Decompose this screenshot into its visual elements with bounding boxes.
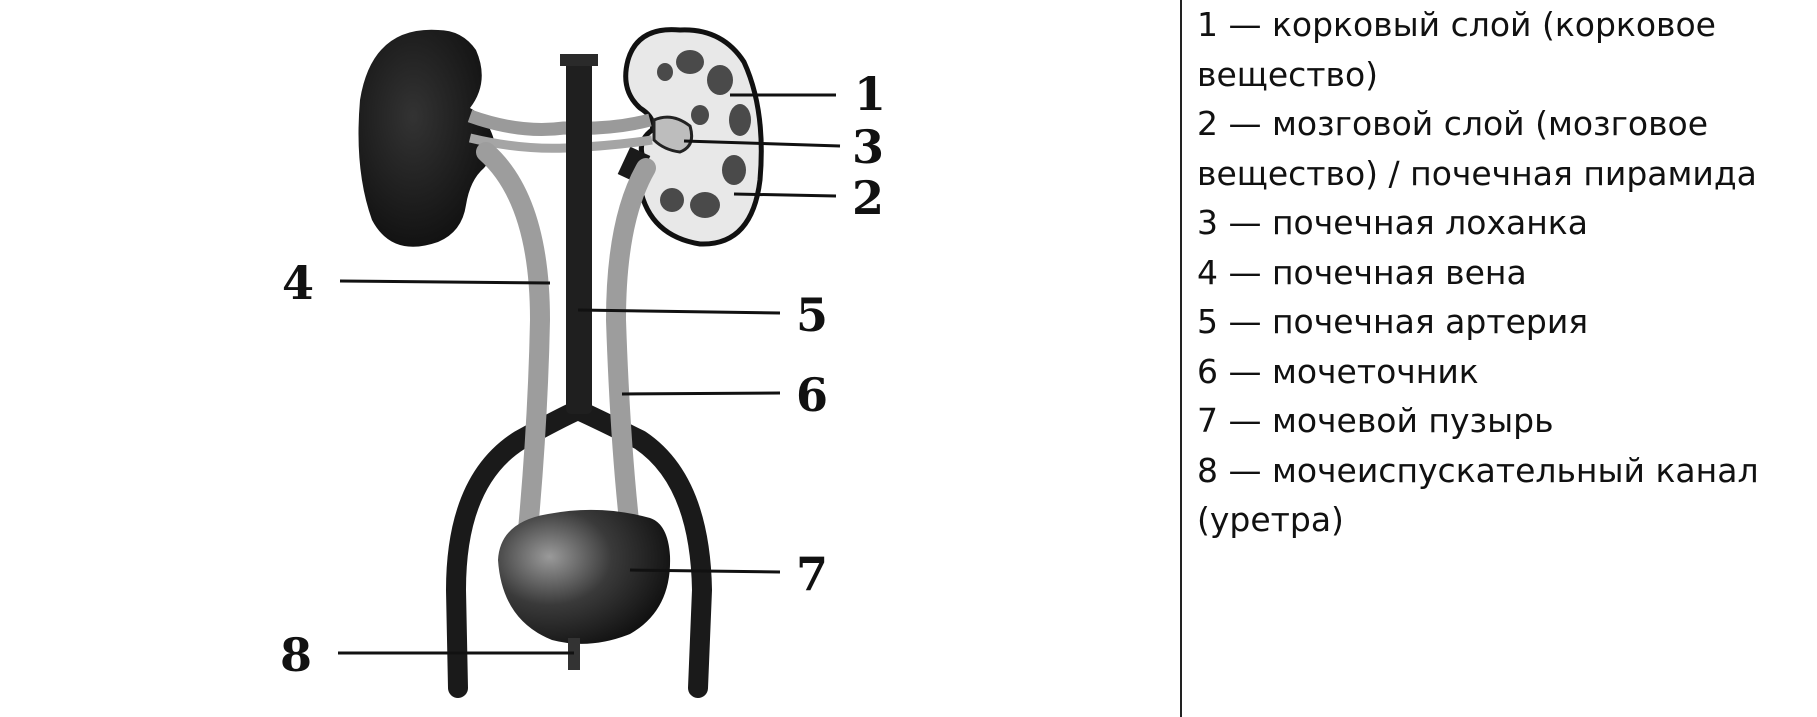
left-ureter — [476, 142, 551, 540]
marker-8: 8 — [280, 628, 312, 682]
bladder — [498, 509, 671, 644]
legend-item-5: 5 — почечная артерия — [1197, 302, 1589, 341]
marker-3: 3 — [852, 120, 884, 174]
marker-7: 7 — [796, 547, 828, 601]
leader-line-6 — [621, 391, 781, 396]
leader-line-2 — [733, 192, 837, 198]
legend-item-4: 4 — почечная вена — [1197, 252, 1527, 292]
renal-pyramids — [657, 50, 751, 218]
aorta — [566, 54, 592, 414]
marker-5: 5 — [796, 288, 828, 342]
marker-1: 1 — [854, 67, 886, 121]
legend-item-2: 2 — мозговой слой (мозговое вещество) / … — [1197, 104, 1757, 193]
marker-6: 6 — [796, 368, 828, 422]
marker-2: 2 — [852, 171, 884, 225]
legend-item-7: 7 — мочевой пузырь — [1197, 401, 1554, 440]
renal-pelvis — [652, 115, 694, 154]
urinary-system-diagram: 1 3 2 4 5 6 7 8 — [280, 27, 886, 698]
legend-item-6: 6 — мочеточник — [1197, 351, 1479, 391]
marker-4: 4 — [282, 256, 314, 310]
divider — [1180, 0, 1182, 717]
leader-line-3 — [683, 139, 841, 148]
legend-item-1: 1 — корковый слой (корковое вещество) — [1197, 5, 1716, 94]
left-kidney — [358, 29, 495, 247]
legend-item-3: 3 — почечная лоханка — [1197, 203, 1588, 242]
right-ureter — [605, 158, 656, 540]
legend: 1 — корковый слой (корковое вещество) 2 … — [1197, 0, 1797, 545]
renal-vessels — [467, 109, 652, 136]
legend-item-8: 8 — мочеиспускательный канал (уретра) — [1197, 450, 1759, 540]
leader-line-7 — [629, 568, 781, 574]
leader-line-4 — [339, 279, 551, 285]
right-renal-vein-block — [617, 146, 651, 184]
leader-line-5 — [577, 308, 781, 315]
